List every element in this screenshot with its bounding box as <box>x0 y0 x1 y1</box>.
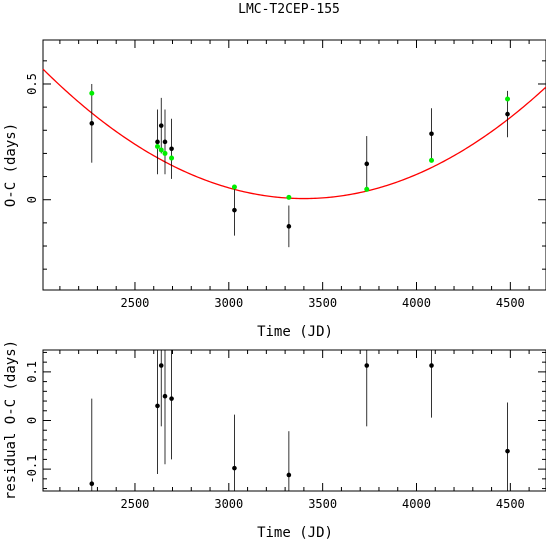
oc-data-point <box>169 146 174 152</box>
model-point <box>89 90 95 96</box>
oc-x-tick-label: 3500 <box>308 296 337 310</box>
model-point <box>154 143 160 149</box>
model-point <box>429 157 435 163</box>
residual-plot-frame <box>42 349 546 492</box>
oc-x-tick-label: 4500 <box>496 296 525 310</box>
residual-data-point <box>505 448 510 454</box>
oc-x-tick-label: 3000 <box>214 296 243 310</box>
model-points <box>89 90 511 200</box>
chart-title: LMC-T2CEP-155 <box>238 2 340 17</box>
residual-y-tick-label: 0 <box>25 417 39 424</box>
model-point <box>231 184 237 190</box>
residual-data-point <box>364 363 370 368</box>
residual-data-points <box>89 363 510 487</box>
residual-y-ticks: -0.1 0 0.1 <box>25 351 546 490</box>
oc-panel: 2500 3000 3500 4000 4500 00.5 Time (JD) O-C … <box>3 39 546 340</box>
model-point <box>158 147 164 153</box>
residual-data-point <box>158 363 164 368</box>
residual-x-tick-label: 4000 <box>402 497 431 511</box>
residual-x-axis-label: Time (JD) <box>257 525 333 541</box>
oc-data-point <box>162 139 168 145</box>
oc-data-point <box>429 131 434 137</box>
oc-y-axis-label: O-C (days) <box>3 123 19 207</box>
model-point <box>162 150 168 156</box>
residual-panel: 2500 3000 3500 4000 4500 -0.100.1 Time (JD) … <box>3 340 546 541</box>
model-point <box>169 155 175 161</box>
residual-data-point <box>155 403 160 409</box>
oc-y-tick-label: 0.5 <box>25 73 39 95</box>
oc-y-ticks: 00.5 <box>25 60 546 270</box>
oc-data-point <box>364 161 370 167</box>
oc-error-bars <box>91 83 508 248</box>
residual-data-point <box>89 481 95 487</box>
oc-data-point <box>232 207 237 213</box>
oc-plot-frame <box>42 39 546 291</box>
oc-data-point <box>158 123 164 128</box>
oc-data-points <box>89 111 510 229</box>
residual-data-point <box>429 363 434 368</box>
model-point <box>286 194 292 200</box>
oc-y-tick-label: 0 <box>25 196 39 203</box>
oc-x-tick-label: 2500 <box>121 296 150 310</box>
oc-data-point <box>505 111 510 117</box>
model-point <box>364 186 370 192</box>
residual-error-bars <box>91 350 508 491</box>
residual-data-point <box>162 393 168 399</box>
residual-x-tick-label: 3500 <box>308 497 337 511</box>
oc-x-axis-label: Time (JD) <box>257 324 333 340</box>
residual-x-tick-label: 4500 <box>496 497 525 511</box>
oc-data-point <box>89 121 95 126</box>
residual-data-point <box>286 472 292 478</box>
quadratic-fit-curve <box>42 68 546 200</box>
oc-data-point <box>286 224 292 229</box>
oc-x-tick-label: 4000 <box>402 296 431 310</box>
residual-x-tick-label: 2500 <box>121 497 150 511</box>
residual-y-axis-label: residual O-C (days) <box>3 340 19 500</box>
residual-data-point <box>169 396 174 401</box>
residual-x-ticks: 2500 3000 3500 4000 4500 <box>59 350 530 511</box>
residual-data-point <box>232 465 237 471</box>
oc-data-point <box>155 139 160 145</box>
residual-x-tick-label: 3000 <box>214 497 243 511</box>
oc-x-ticks: 2500 3000 3500 4000 4500 <box>59 40 530 310</box>
residual-y-tick-label: -0.1 <box>25 455 39 484</box>
model-point <box>505 96 511 102</box>
residual-y-tick-label: 0.1 <box>25 361 39 383</box>
